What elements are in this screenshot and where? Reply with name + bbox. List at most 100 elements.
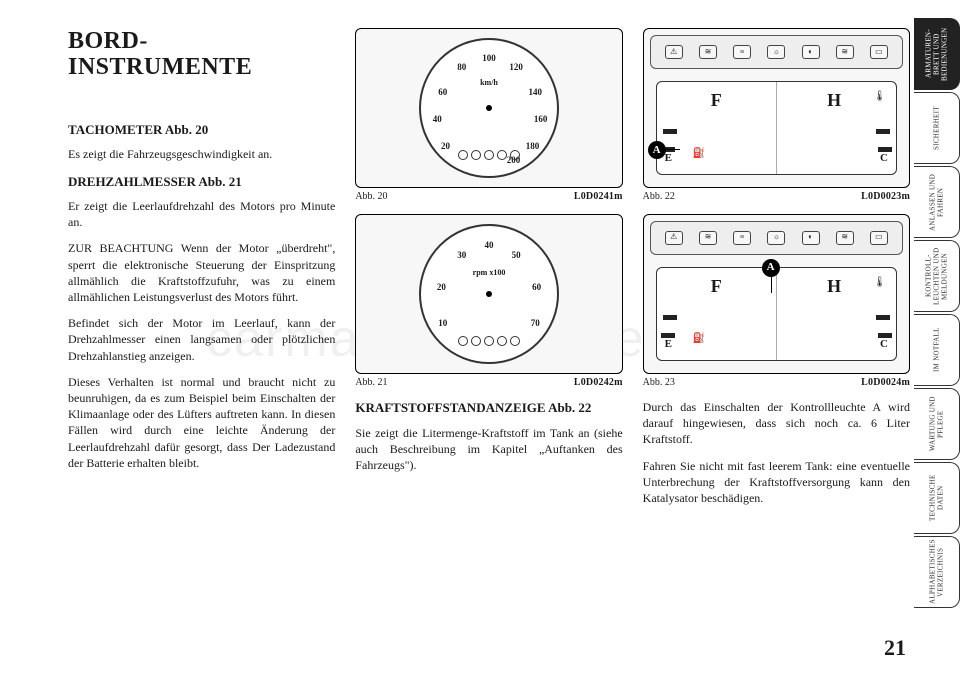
indicator-icon: [471, 150, 481, 160]
column-layout: BORD- INSTRUMENTE TACHOMETER Abb. 20 Es …: [68, 28, 910, 655]
figure-23: ⚠ ≋ ≡ ☼ ◐ ≋ ▭ F E ⛽: [643, 214, 910, 374]
indicator-icon: [484, 336, 494, 346]
tick-label: 60: [532, 281, 541, 293]
figure-code: L0D0242m: [574, 376, 623, 390]
tick-mark: [878, 333, 892, 338]
tick-label: 50: [512, 249, 521, 261]
tick-label: 70: [531, 317, 540, 329]
temp-cold-label: C: [880, 151, 888, 166]
page-title: BORD- INSTRUMENTE: [68, 28, 335, 81]
gauge-hub: [486, 105, 492, 111]
figure-20: km/h 20 40 60 80 100 120 140 160 180 200: [355, 28, 622, 188]
column-3: ⚠ ≋ ≡ ☼ ◐ ≋ ▭ F E ⛽: [643, 28, 910, 655]
heading-tachometer: TACHOMETER Abb. 20: [68, 121, 335, 139]
tick-label: 80: [457, 61, 466, 73]
tick-label: 60: [438, 86, 447, 98]
tick-label: 140: [528, 86, 542, 98]
figure-caption: Abb. 20: [355, 190, 387, 204]
defrost-icon: ▭: [870, 45, 888, 59]
body-text: Sie zeigt die Litermenge-Kraftstoff im T…: [355, 425, 622, 474]
body-text: Er zeigt die Leerlaufdrehzahl des Motors…: [68, 198, 335, 230]
tab-anlassen[interactable]: ANLASSEN UND FAHREN: [914, 166, 960, 238]
temp-icon: 🌡: [873, 276, 886, 290]
figure-caption-row: Abb. 22 L0D0023m: [643, 190, 910, 204]
temp-gauge: H C 🌡: [777, 82, 896, 174]
tick-label: 40: [484, 238, 493, 250]
fuel-pump-icon: ⛽: [693, 332, 705, 346]
body-text: Es zeigt die Fahrzeugsgeschwindigkeit an…: [68, 146, 335, 162]
callout-line: [666, 149, 680, 150]
column-2: km/h 20 40 60 80 100 120 140 160 180 200: [355, 28, 622, 655]
fuel-full-label: F: [711, 274, 722, 298]
indicator-icon: [497, 336, 507, 346]
column-1: BORD- INSTRUMENTE TACHOMETER Abb. 20 Es …: [68, 28, 335, 655]
figure-caption-row: Abb. 20 L0D0241m: [355, 190, 622, 204]
tick-label: 180: [526, 140, 540, 152]
indicator-icon: [510, 336, 520, 346]
tachometer-dial: rpm x100 10 20 30 40 50 60 70: [419, 224, 559, 364]
speedometer-dial: km/h 20 40 60 80 100 120 140 160 180 200: [419, 38, 559, 178]
temp-gauge: H C 🌡: [777, 268, 896, 360]
fuel-pump-icon: ⛽: [693, 147, 705, 161]
tick-label: 160: [534, 113, 548, 125]
temp-icon: 🌡: [873, 90, 886, 104]
tab-wartung[interactable]: WARTUNG UND PFLEGE: [914, 388, 960, 460]
gauge-unit: rpm x100: [473, 268, 506, 279]
body-text: Fahren Sie nicht mit fast leerem Tank: e…: [643, 458, 910, 507]
side-tabs: ARMATUREN-BRETT UND BEDIENUNGEN SICHERHE…: [914, 18, 960, 610]
rearfog-icon: ≋: [836, 45, 854, 59]
highbeam-icon: ≡: [733, 231, 751, 245]
tick-mark: [876, 129, 890, 134]
foglight-icon: ≋: [699, 45, 717, 59]
light-icon: ☼: [767, 231, 785, 245]
heading-drehzahlmesser: DREHZAHLMESSER Abb. 21: [68, 173, 335, 191]
highbeam-icon: ≡: [733, 45, 751, 59]
figure-22: ⚠ ≋ ≡ ☼ ◐ ≋ ▭ F E ⛽: [643, 28, 910, 188]
seatbelt-icon: ⚠: [665, 45, 683, 59]
light-icon: ◐: [802, 45, 820, 59]
tick-label: 100: [482, 52, 496, 64]
indicator-icon: [471, 336, 481, 346]
indicator-strip: ⚠ ≋ ≡ ☼ ◐ ≋ ▭: [650, 221, 903, 255]
tick-label: 10: [438, 317, 447, 329]
tick-mark: [661, 333, 675, 338]
twin-gauge: F E ⛽ H C 🌡: [656, 267, 897, 361]
tab-sicherheit[interactable]: SICHERHEIT: [914, 92, 960, 164]
tab-verzeichnis[interactable]: ALPHABETISCHES VERZEICHNIS: [914, 536, 960, 608]
figure-caption-row: Abb. 21 L0D0242m: [355, 376, 622, 390]
tick-mark: [663, 315, 677, 320]
indicator-icon: [484, 150, 494, 160]
tick-label: 20: [441, 140, 450, 152]
callout-a: A: [762, 259, 780, 277]
temp-hot-label: H: [827, 274, 841, 298]
tick-label: 30: [457, 249, 466, 261]
tick-label: 20: [437, 281, 446, 293]
light-icon: ☼: [767, 45, 785, 59]
tab-armaturen[interactable]: ARMATUREN-BRETT UND BEDIENUNGEN: [914, 18, 960, 90]
figure-caption: Abb. 21: [355, 376, 387, 390]
heading-kraftstoff: KRAFTSTOFFSTANDANZEIGE Abb. 22: [355, 399, 622, 417]
figure-code: L0D0023m: [861, 190, 910, 204]
tick-mark: [663, 129, 677, 134]
tab-technische[interactable]: TECHNISCHE DATEN: [914, 462, 960, 534]
body-text: Befindet sich der Motor im Leerlauf, kan…: [68, 315, 335, 364]
seatbelt-icon: ⚠: [665, 231, 683, 245]
figure-caption: Abb. 23: [643, 376, 675, 390]
fuel-empty-label: E: [665, 337, 672, 352]
tab-notfall[interactable]: IM NOTFALL: [914, 314, 960, 386]
figure-21: rpm x100 10 20 30 40 50 60 70: [355, 214, 622, 374]
indicator-icon-row: [458, 150, 520, 160]
tab-kontroll[interactable]: KONTROLL-LEUCHTEN UND MELDUNGEN: [914, 240, 960, 312]
page-content: BORD- INSTRUMENTE TACHOMETER Abb. 20 Es …: [68, 28, 910, 655]
figure-caption-row: Abb. 23 L0D0024m: [643, 376, 910, 390]
body-text: Durch das Einschalten der Kontrollleucht…: [643, 399, 910, 448]
rearfog-icon: ≋: [836, 231, 854, 245]
page-number: 21: [884, 635, 906, 661]
indicator-icon: [458, 150, 468, 160]
callout-a: A: [648, 141, 666, 159]
indicator-strip: ⚠ ≋ ≡ ☼ ◐ ≋ ▭: [650, 35, 903, 69]
indicator-icon: [497, 150, 507, 160]
body-text: Dieses Verhalten ist normal und braucht …: [68, 374, 335, 471]
light-icon: ◐: [802, 231, 820, 245]
fuel-gauge: F E ⛽: [657, 268, 777, 360]
